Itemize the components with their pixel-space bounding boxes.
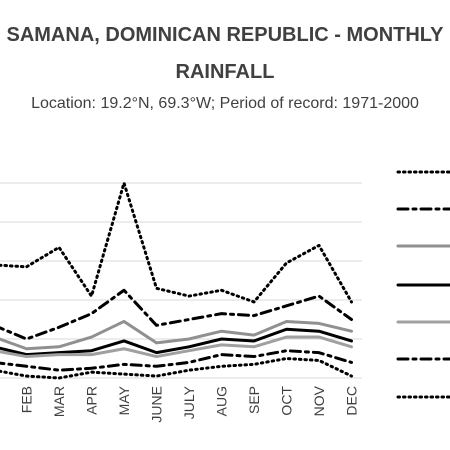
series-line-3 [0, 319, 353, 351]
x-tick-label: SEP [246, 386, 262, 414]
x-tick-label: FEB [19, 386, 35, 413]
x-tick-label: APR [84, 386, 100, 415]
chart-title-line1: SAMANA, DOMINICAN REPUBLIC - MONTHLY [6, 24, 444, 46]
x-tick-label: MAR [51, 386, 67, 417]
series-line-2 [0, 288, 353, 341]
x-tick-label: JUNE [149, 386, 165, 423]
series-line-7 [0, 357, 353, 380]
x-tick-label: MAY [116, 385, 132, 415]
x-tick-label: NOV [311, 385, 327, 416]
x-tick-label: AUG [214, 386, 230, 416]
chart-title-line2: RAINFALL [175, 61, 275, 83]
x-tick-label: DEC [344, 386, 360, 416]
series-line-1 [0, 181, 353, 304]
series-line-4 [0, 327, 353, 357]
chart-subtitle: Location: 19.2°N, 69.3°W; Period of reco… [31, 95, 419, 112]
series-line-6 [0, 349, 353, 372]
x-tick-label: JULY [181, 385, 197, 419]
series-line-5 [0, 335, 353, 359]
x-tick-label: OCT [279, 386, 295, 416]
x-tick-label: JAN [0, 386, 2, 412]
